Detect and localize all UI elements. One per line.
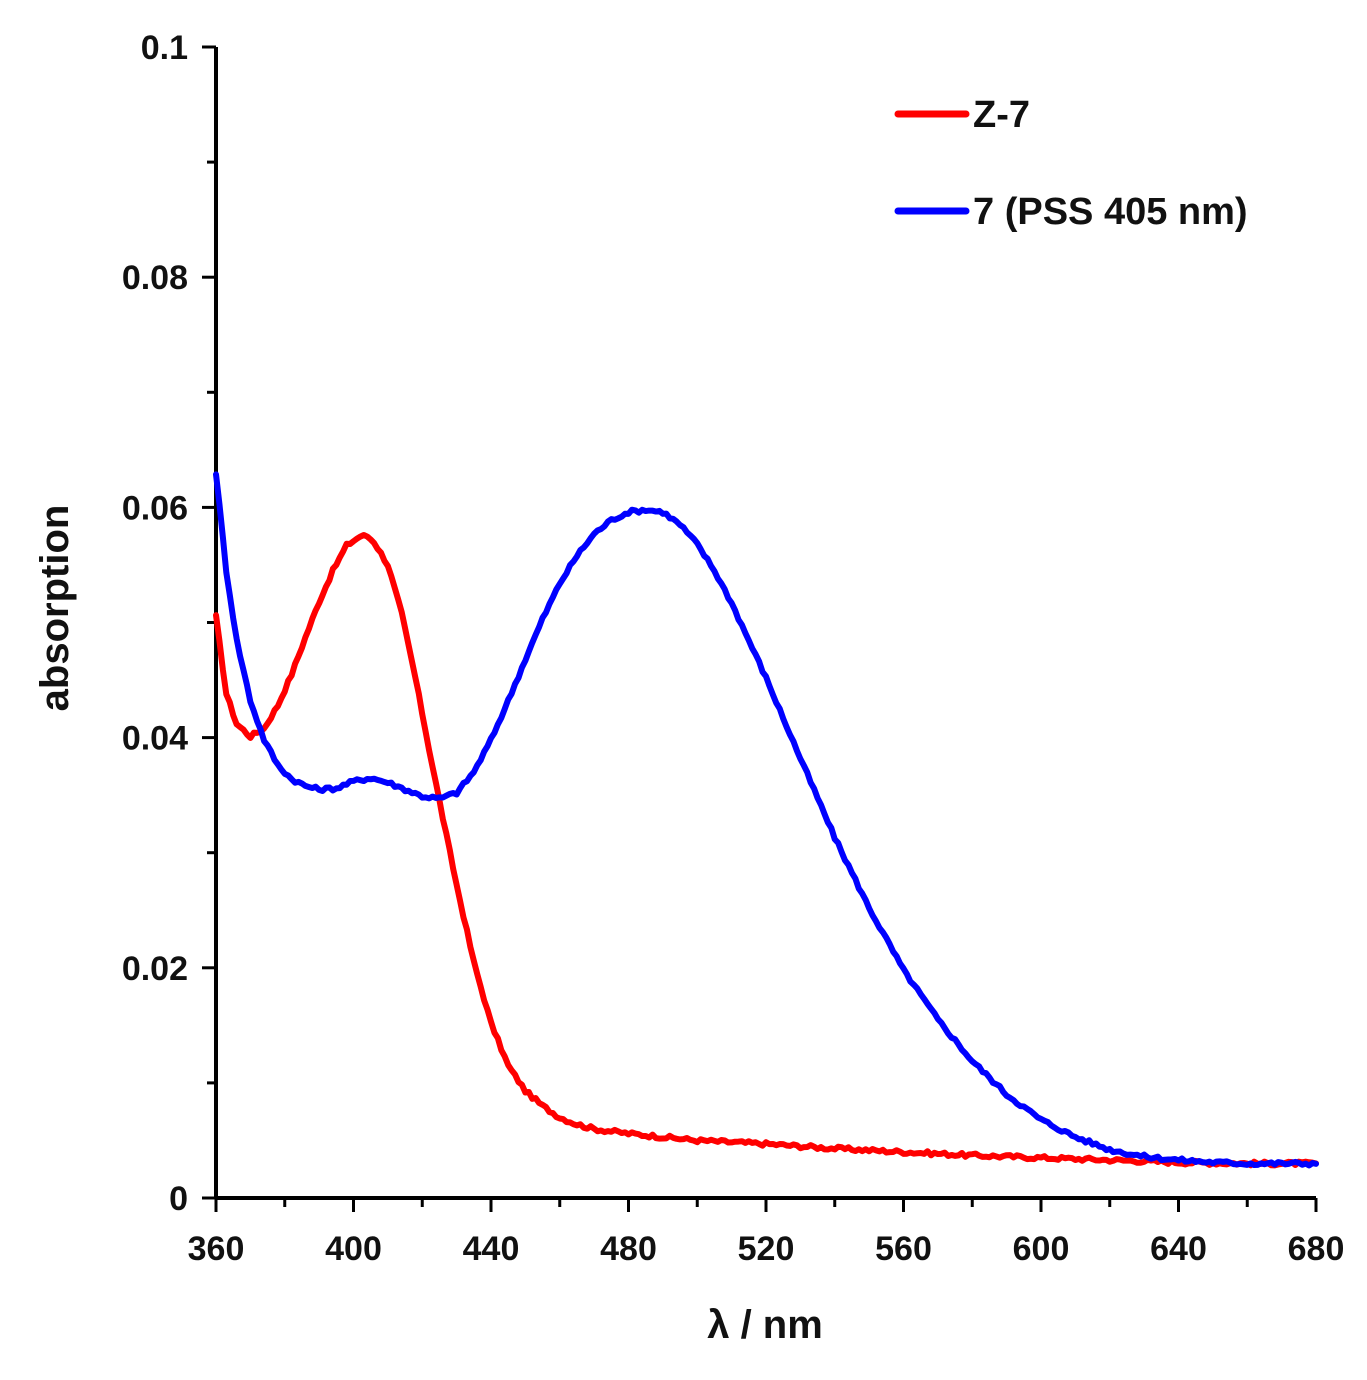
y-tick-label: 0 [169,1180,188,1218]
y-axis-title: absorption [33,505,77,712]
series-line [213,471,1319,1169]
x-tick-label: 520 [738,1230,795,1268]
x-tick-label: 560 [875,1230,932,1268]
x-tick-label: 440 [463,1230,520,1268]
legend-label: Z-7 [973,94,1030,136]
y-tick-label: 0.02 [122,950,188,988]
legend: Z-7 7 (PSS 405 nm) [894,94,1248,233]
x-tick-label: 640 [1150,1230,1207,1268]
x-tick-label: 400 [325,1230,382,1268]
x-tick-label: 680 [1288,1230,1345,1268]
y-tick-label: 0.04 [122,720,188,758]
x-tick-label: 600 [1013,1230,1070,1268]
series-line [213,532,1319,1169]
x-tick-label: 360 [188,1230,245,1268]
axes: 360 400 440 480 520 560 600 640 680 0 0.02 0.04 0.06… [122,29,1345,1268]
y-tick-label: 0.08 [122,259,188,297]
series-layer [213,471,1319,1169]
y-tick-label: 0.1 [141,29,188,67]
series-z-7 [213,532,1319,1169]
series-7-pss-405nm [213,471,1319,1169]
x-axis-title: λ / nm [707,1303,823,1347]
y-tick-label: 0.06 [122,489,188,527]
legend-label: 7 (PSS 405 nm) [973,191,1248,233]
x-tick-label: 480 [600,1230,657,1268]
